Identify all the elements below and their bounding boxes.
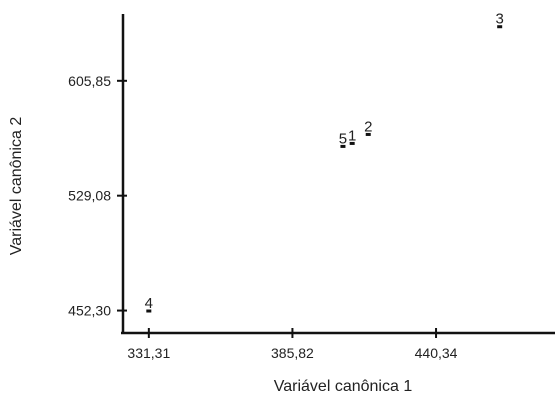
data-point-label: 2: [364, 118, 372, 135]
y-tick-label: 529,08: [68, 188, 111, 204]
x-tick-label: 331,31: [127, 345, 170, 361]
data-point: [146, 309, 152, 313]
data-point-label: 4: [145, 295, 153, 312]
x-tick-label: 440,34: [415, 345, 458, 361]
data-point: [365, 132, 371, 136]
data-point-label: 3: [496, 11, 504, 28]
y-tick-label: 452,30: [68, 303, 111, 319]
data-point: [340, 144, 346, 148]
data-point: [497, 25, 503, 29]
y-tick-label: 605,85: [68, 73, 111, 89]
x-axis-title: Variável canônica 1: [274, 378, 413, 395]
data-points: 12 3 4 5: [145, 11, 504, 313]
y-axis-title: Variável canônica 2: [8, 117, 25, 256]
data-point-label: 1: [348, 127, 356, 144]
data-point-label: 5: [339, 130, 347, 147]
x-tick-label: 385,82: [271, 345, 314, 361]
axes: [121, 14, 555, 335]
data-point: [349, 141, 355, 145]
ticks: 331,31 385,82 440,34 452,30 529,08 605,85: [68, 73, 457, 361]
